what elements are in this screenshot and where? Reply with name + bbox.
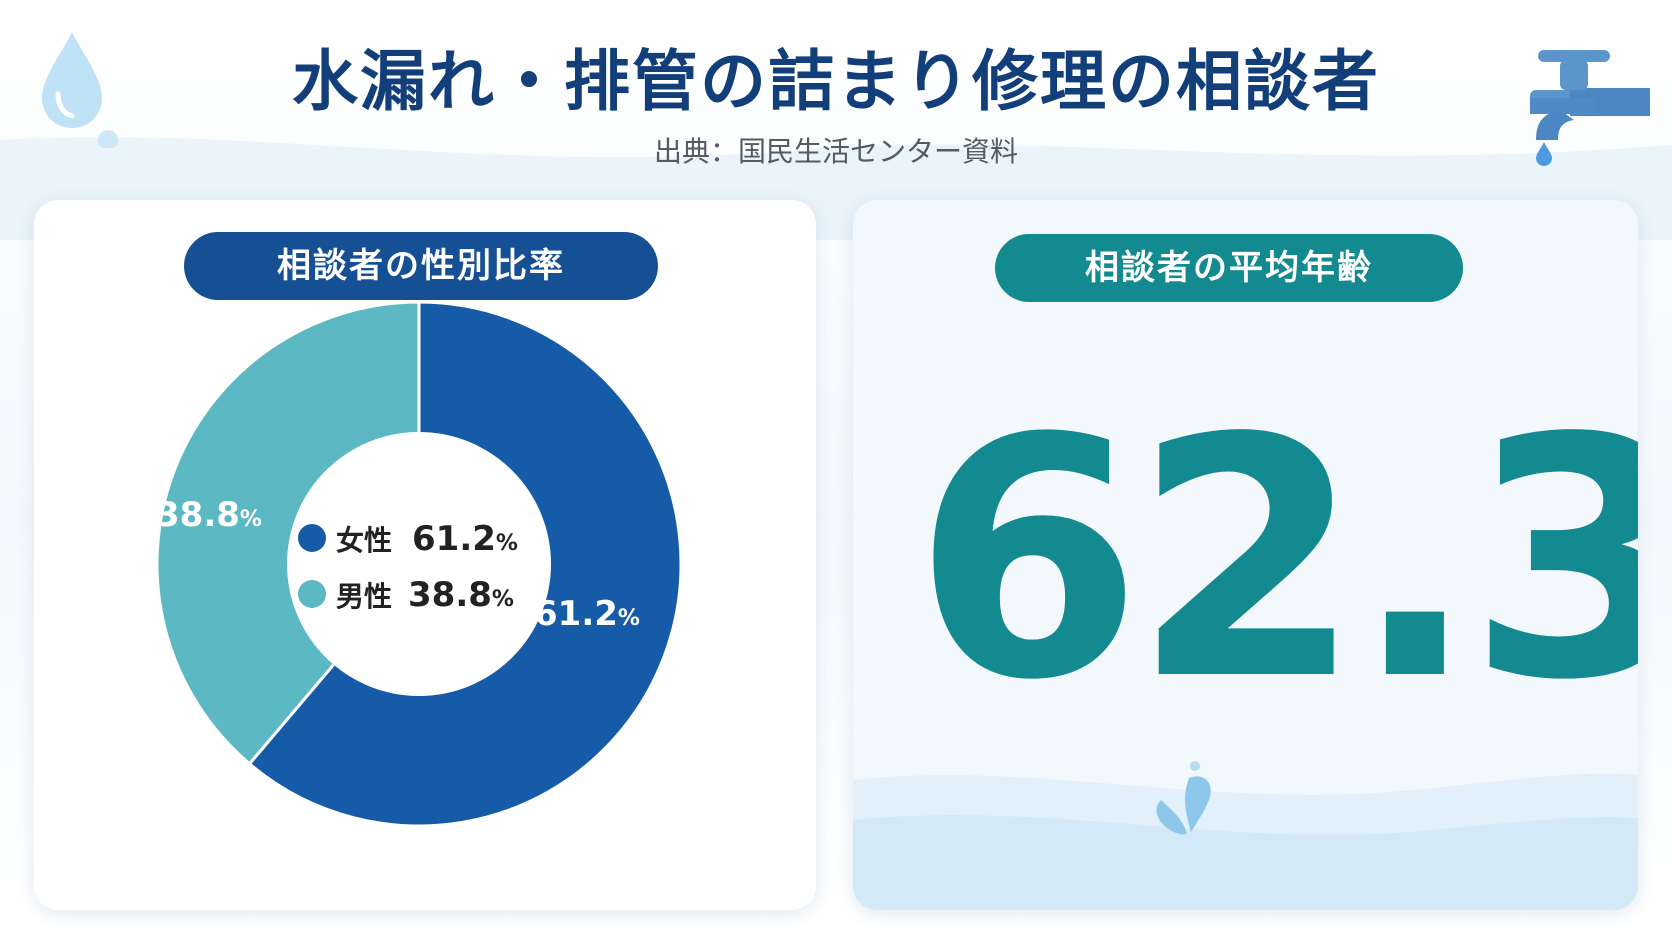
slice-label-female-value: 61.2: [534, 594, 618, 634]
gender-ratio-card: 相談者の性別比率 女性 61.2% 男性 38.8% 61.2%: [34, 200, 816, 910]
slice-label-male-unit: %: [240, 507, 262, 532]
slice-label-female-unit: %: [618, 606, 640, 631]
water-drop-icon: [42, 32, 118, 148]
legend-label-female: 女性: [336, 524, 392, 557]
average-age-card: 相談者の平均年齢 62.3歳: [853, 200, 1638, 910]
average-age-display: 62.3歳: [913, 395, 1638, 725]
source-note: 出典：国民生活センター資料: [653, 135, 1018, 168]
donut-hole: [287, 432, 551, 696]
legend-value-female-group: 61.2%: [412, 519, 518, 559]
legend-swatch-female: [298, 524, 326, 552]
legend-value-male: 38.8: [408, 575, 492, 615]
legend-unit-female: %: [496, 531, 518, 556]
legend-swatch-male: [298, 580, 326, 608]
faucet-icon: [1530, 50, 1650, 166]
legend-item-male: 男性 38.8%: [298, 575, 514, 615]
legend-unit-male: %: [492, 587, 514, 612]
average-age-heading: 相談者の平均年齢: [995, 234, 1463, 302]
water-splash-decoration: [853, 761, 1638, 910]
splash-icon: [1156, 761, 1211, 835]
average-age-value: 62.3: [913, 368, 1638, 752]
slice-label-male: 38.8%: [156, 495, 262, 535]
legend-item-female: 女性 61.2%: [298, 519, 518, 559]
slice-label-female: 61.2%: [534, 594, 640, 634]
legend-value-male-group: 38.8%: [408, 575, 514, 615]
legend-value-female: 61.2: [412, 519, 496, 559]
gender-donut-chart: 女性 61.2% 男性 38.8% 61.2% 38.8%: [155, 300, 683, 828]
legend: 女性 61.2% 男性 38.8%: [298, 519, 518, 615]
donut-slice-male: [155, 300, 421, 766]
gender-ratio-heading: 相談者の性別比率: [184, 232, 658, 300]
legend-label-male: 男性: [336, 580, 392, 613]
page-title: 水漏れ・排管の詰まり修理の相談者: [292, 43, 1380, 120]
slice-label-male-value: 38.8: [156, 495, 240, 535]
